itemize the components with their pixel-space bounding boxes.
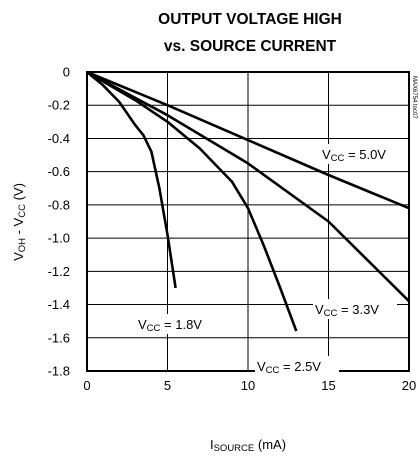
series-line-3v3 [86, 70, 410, 303]
series-lines [86, 70, 410, 332]
y-tick-label: -0.4 [48, 131, 70, 146]
series-label-background [136, 314, 220, 334]
y-tick-label: -0.8 [48, 197, 70, 212]
x-tick-label: 20 [402, 378, 416, 393]
x-tick-label: 15 [321, 378, 335, 393]
chart-title-line-1: OUTPUT VOLTAGE HIGH [158, 11, 342, 28]
y-axis-label: VOH - VCC (V) [11, 183, 28, 261]
y-tick-label: -1.2 [48, 264, 70, 279]
plot-frame [86, 71, 410, 372]
y-tick-labels: 0 -0.2 -0.4 -0.6 -0.8 -1.0 -1.2 -1.4 -1.6 -1.8 [48, 65, 70, 379]
series-label-2v5: VCC = 2.5V [257, 359, 321, 376]
series-label-background [313, 299, 397, 319]
series-label-3v3: VCC = 3.3V [315, 302, 379, 319]
x-axis-label: ISOURCE (mA) [210, 437, 286, 454]
x-tick-label: 0 [83, 378, 90, 393]
y-tick-label: -1.0 [48, 231, 70, 246]
series-line-1v8 [86, 70, 177, 289]
x-tick-label: 10 [241, 378, 255, 393]
series-line-5v [86, 70, 410, 210]
series-label-1v8: VCC = 1.8V [138, 317, 202, 334]
y-tick-label: -1.6 [48, 330, 70, 345]
series-labels: VCC = 5.0V VCC = 3.3V VCC = 2.5V VCC = 1.8V [136, 144, 404, 376]
y-tick-label: -0.2 [48, 98, 70, 113]
series-label-background [320, 144, 404, 164]
series-label-background [255, 356, 339, 376]
y-tick-label: 0 [63, 65, 70, 80]
series-label-5v: VCC = 5.0V [322, 147, 386, 164]
y-tick-label: -1.4 [48, 297, 70, 312]
series-line-2v5 [86, 70, 298, 332]
grid [86, 71, 410, 372]
chart-title-line-2: vs. SOURCE CURRENT [164, 38, 337, 55]
y-tick-label: -1.8 [48, 364, 70, 379]
x-tick-labels: 0 5 10 15 20 [83, 378, 416, 393]
x-tick-label: 5 [164, 378, 171, 393]
figure-id: MAX6754 toc07 [411, 76, 417, 119]
y-tick-label: -0.6 [48, 164, 70, 179]
